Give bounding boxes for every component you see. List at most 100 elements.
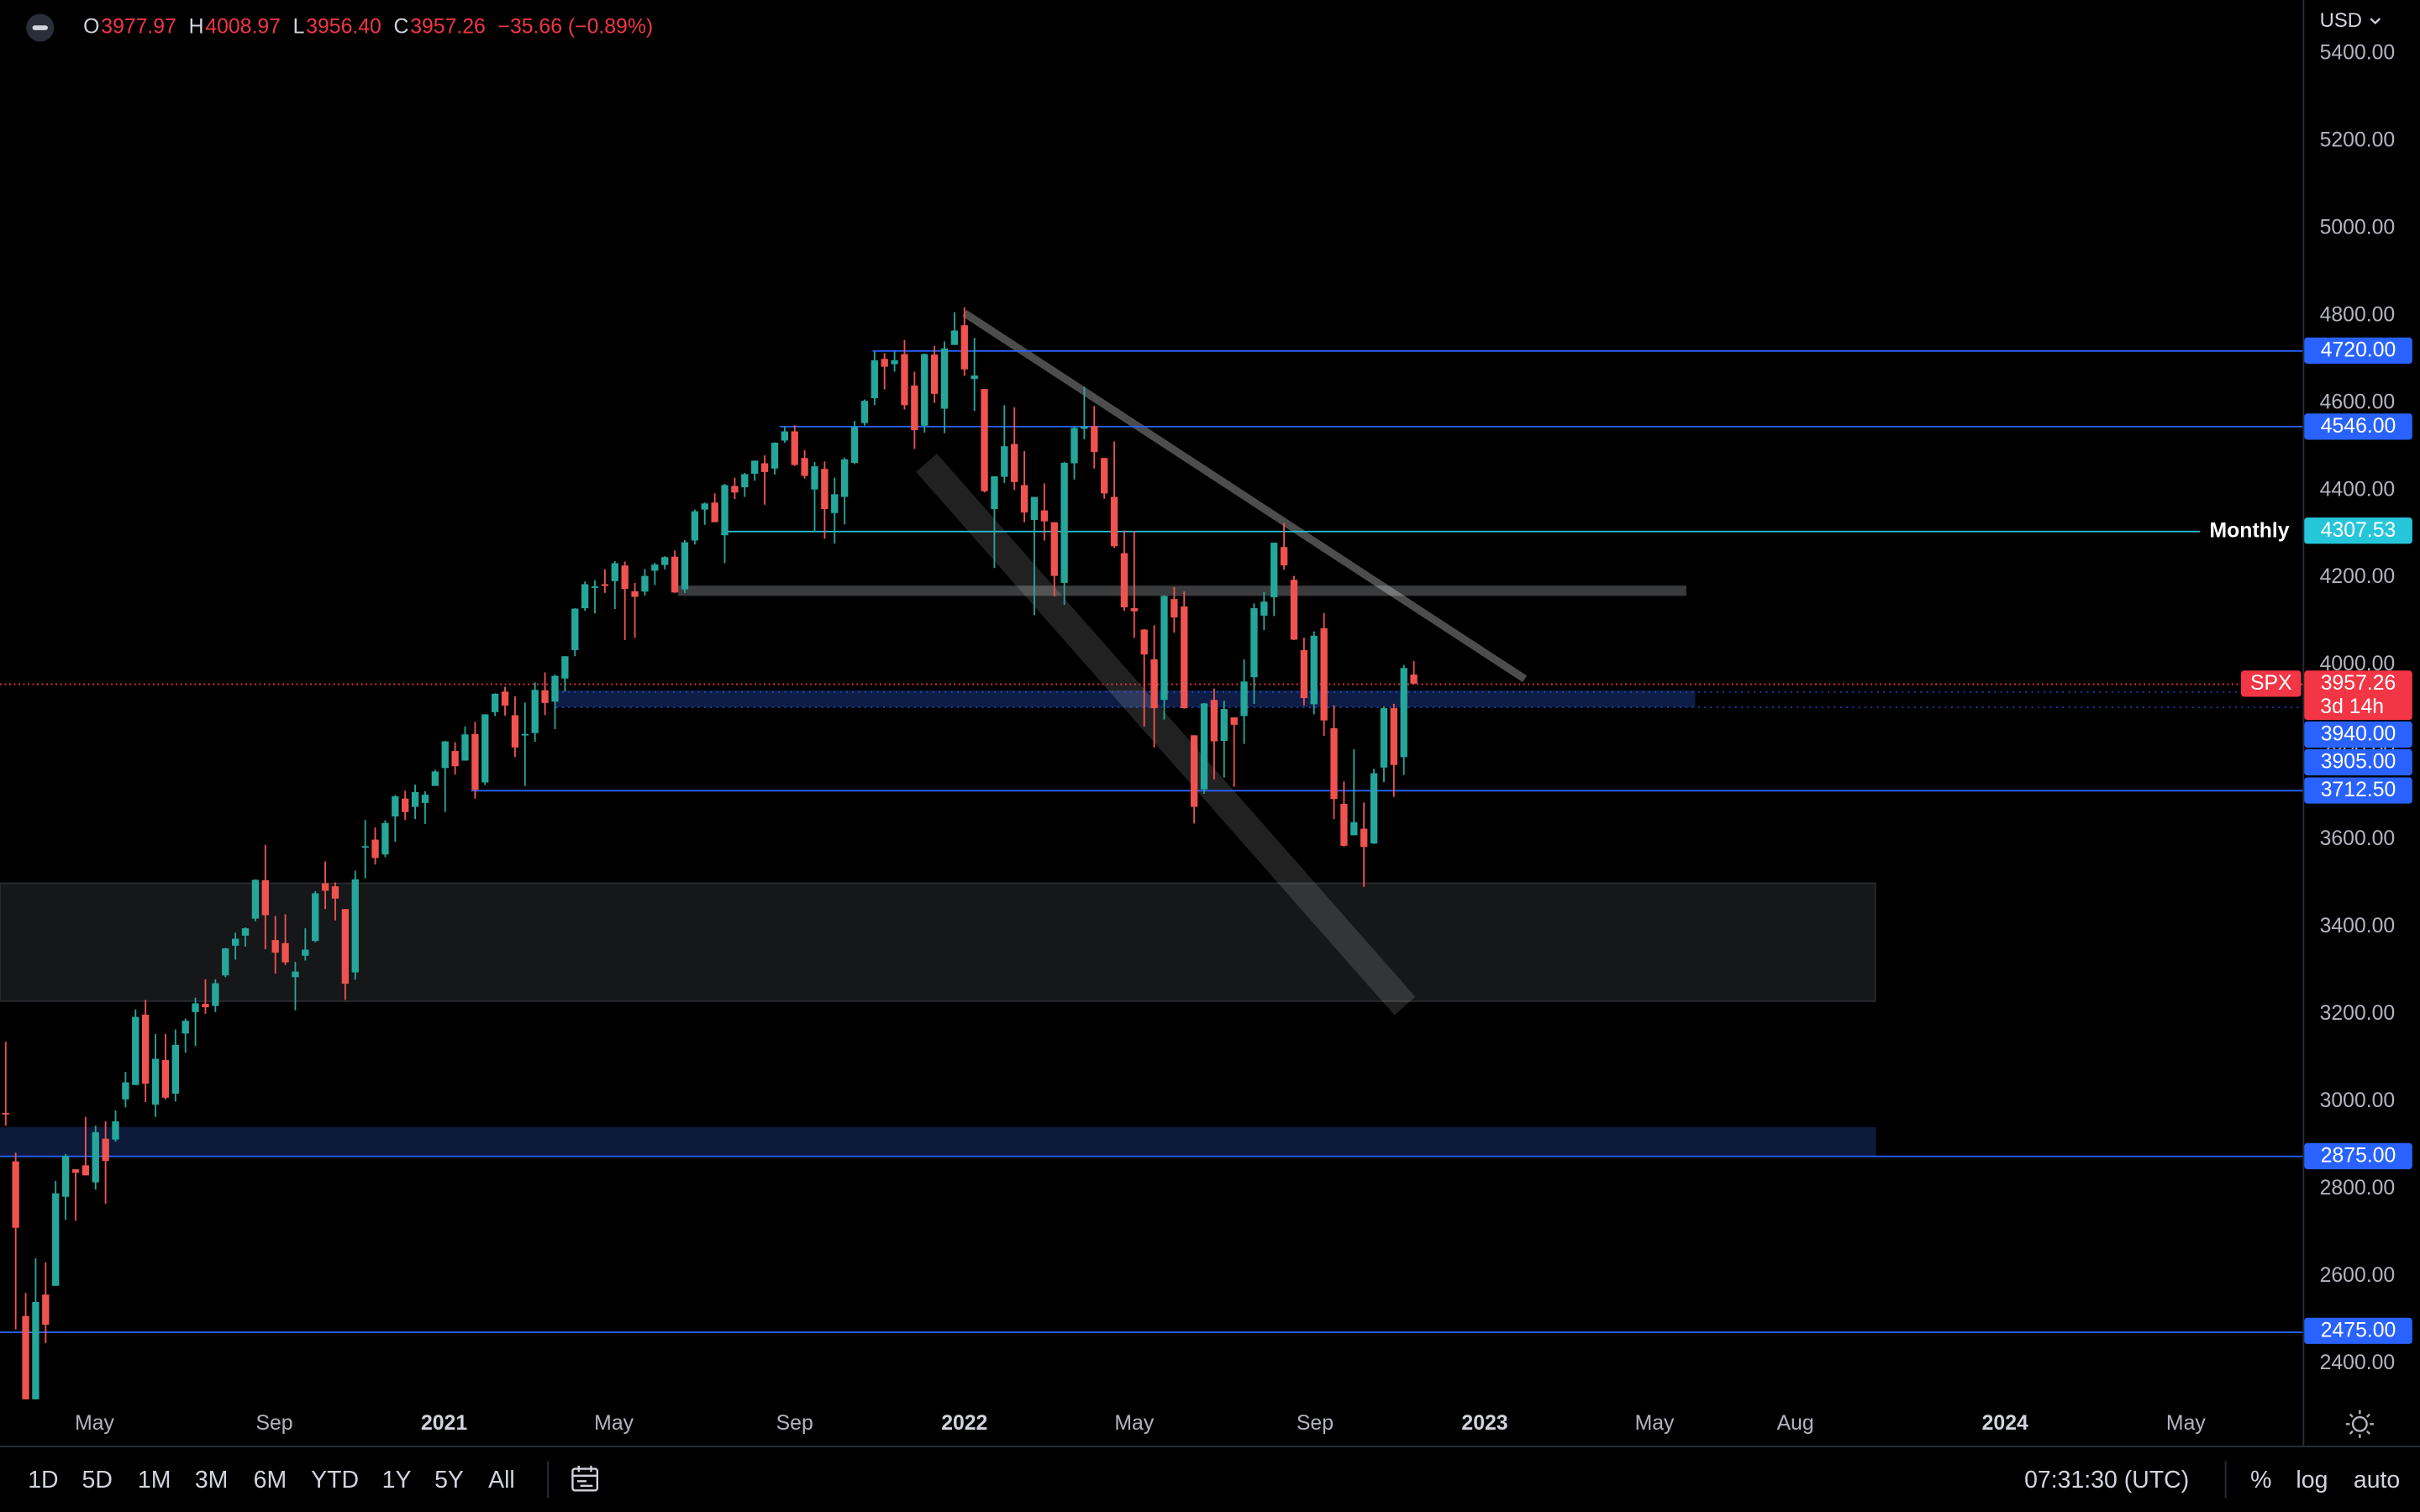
candle-body xyxy=(1091,426,1098,452)
candle-body xyxy=(971,375,978,380)
y-tick-label: 2800.00 xyxy=(2320,1177,2396,1200)
candle-body xyxy=(1280,547,1288,566)
ohlc-key: L xyxy=(293,16,305,39)
candle-body xyxy=(1101,458,1108,494)
candle-body xyxy=(741,474,749,488)
candle-body xyxy=(791,431,798,465)
range-button[interactable]: YTD xyxy=(311,1467,359,1494)
candle-body xyxy=(2,1112,9,1115)
candle-body xyxy=(881,359,888,367)
candle-body xyxy=(930,354,939,394)
range-button[interactable]: 5Y xyxy=(434,1467,464,1494)
x-tick-label: Sep xyxy=(776,1412,813,1435)
candle-body xyxy=(1071,428,1078,464)
candle-body xyxy=(161,1060,170,1098)
candle-body xyxy=(451,751,459,767)
candle-body xyxy=(901,354,908,406)
range-button[interactable]: 1Y xyxy=(382,1467,412,1494)
candle-body xyxy=(1400,668,1407,758)
candle-body xyxy=(171,1044,179,1095)
x-tick-label: May xyxy=(1114,1412,1154,1435)
candle-body xyxy=(142,1014,150,1084)
candle-body xyxy=(681,542,689,590)
candle-body xyxy=(302,949,309,956)
date-range-icon[interactable] xyxy=(571,1465,599,1492)
ohlc-value: 3957.26 xyxy=(410,16,486,39)
symbol-tag-box xyxy=(2240,670,2302,697)
candle-body xyxy=(731,486,739,493)
candle-body xyxy=(691,511,699,541)
range-button[interactable]: 1M xyxy=(138,1467,171,1494)
candle-body xyxy=(1250,608,1258,678)
level-price-label: 3905.00 xyxy=(2321,751,2396,774)
candle-body xyxy=(331,886,339,899)
candle-body xyxy=(850,427,859,463)
x-tick-label: 2022 xyxy=(941,1412,987,1435)
candle-body xyxy=(661,557,669,565)
range-button[interactable]: All xyxy=(488,1467,515,1494)
level-name: Monthly xyxy=(2210,519,2290,542)
candle-body xyxy=(471,733,479,790)
scale-option[interactable]: log xyxy=(2296,1467,2328,1494)
price-change: −35.66 (−0.89%) xyxy=(498,16,654,39)
candle-body xyxy=(1171,599,1178,617)
candle-body xyxy=(1350,822,1358,836)
candle-body xyxy=(351,879,359,973)
candle-body xyxy=(631,591,639,597)
candle-body xyxy=(950,330,959,345)
candle-body xyxy=(981,389,988,491)
candle-body xyxy=(481,714,489,783)
candle-body xyxy=(760,463,769,472)
candle-body xyxy=(1181,606,1188,709)
y-tick-label: 2600.00 xyxy=(2320,1264,2396,1287)
candle-body xyxy=(241,928,250,936)
ohlc-key: H xyxy=(189,16,204,39)
candle-body xyxy=(1330,728,1338,800)
plot-area xyxy=(0,307,2303,1399)
candle-body xyxy=(811,466,818,490)
currency[interactable]: USD xyxy=(2320,9,2362,32)
candle-body xyxy=(292,971,299,978)
candle-body xyxy=(312,893,319,942)
candle-body xyxy=(431,771,439,786)
range-button[interactable]: 6M xyxy=(254,1467,287,1494)
scale-option[interactable]: % xyxy=(2250,1467,2271,1494)
last-price-label-box xyxy=(2304,670,2412,721)
x-tick-label: May xyxy=(594,1412,634,1435)
candle-body xyxy=(1410,675,1418,684)
candle-body xyxy=(671,556,679,593)
zone xyxy=(0,1126,1876,1158)
candle-body xyxy=(1160,596,1168,701)
candle-body xyxy=(392,796,399,817)
candle-body xyxy=(1081,426,1088,429)
clock[interactable]: 07:31:30 (UTC) xyxy=(2024,1467,2189,1494)
symbol-tag: SPX xyxy=(2250,672,2292,695)
ohlc-key: C xyxy=(393,16,408,39)
x-tick-label: May xyxy=(75,1412,114,1435)
candle-body xyxy=(1310,635,1318,705)
candle-body xyxy=(1230,717,1238,725)
settings-icon[interactable] xyxy=(2345,1410,2374,1438)
level-price-label-box xyxy=(2304,721,2412,748)
x-tick-label: Sep xyxy=(1297,1412,1334,1435)
candle-body xyxy=(1060,462,1068,583)
level-price-label-box xyxy=(2304,413,2412,440)
level-price-label: 2875.00 xyxy=(2321,1144,2396,1167)
candle-body xyxy=(82,1165,90,1176)
candle-body xyxy=(960,325,968,370)
candle-body xyxy=(341,909,350,984)
y-tick-label: 3600.00 xyxy=(2320,827,2396,850)
y-tick-label: 5000.00 xyxy=(2320,216,2396,239)
trendline xyxy=(962,309,1528,683)
candle-body xyxy=(122,1082,129,1100)
candle-body xyxy=(1200,703,1208,790)
range-button[interactable]: 5D xyxy=(82,1467,113,1494)
candle-body xyxy=(1380,708,1388,768)
range-button[interactable]: 3M xyxy=(195,1467,229,1494)
scale-option[interactable]: auto xyxy=(2354,1467,2400,1494)
candle-body xyxy=(561,656,569,679)
range-button[interactable]: 1D xyxy=(28,1467,58,1494)
